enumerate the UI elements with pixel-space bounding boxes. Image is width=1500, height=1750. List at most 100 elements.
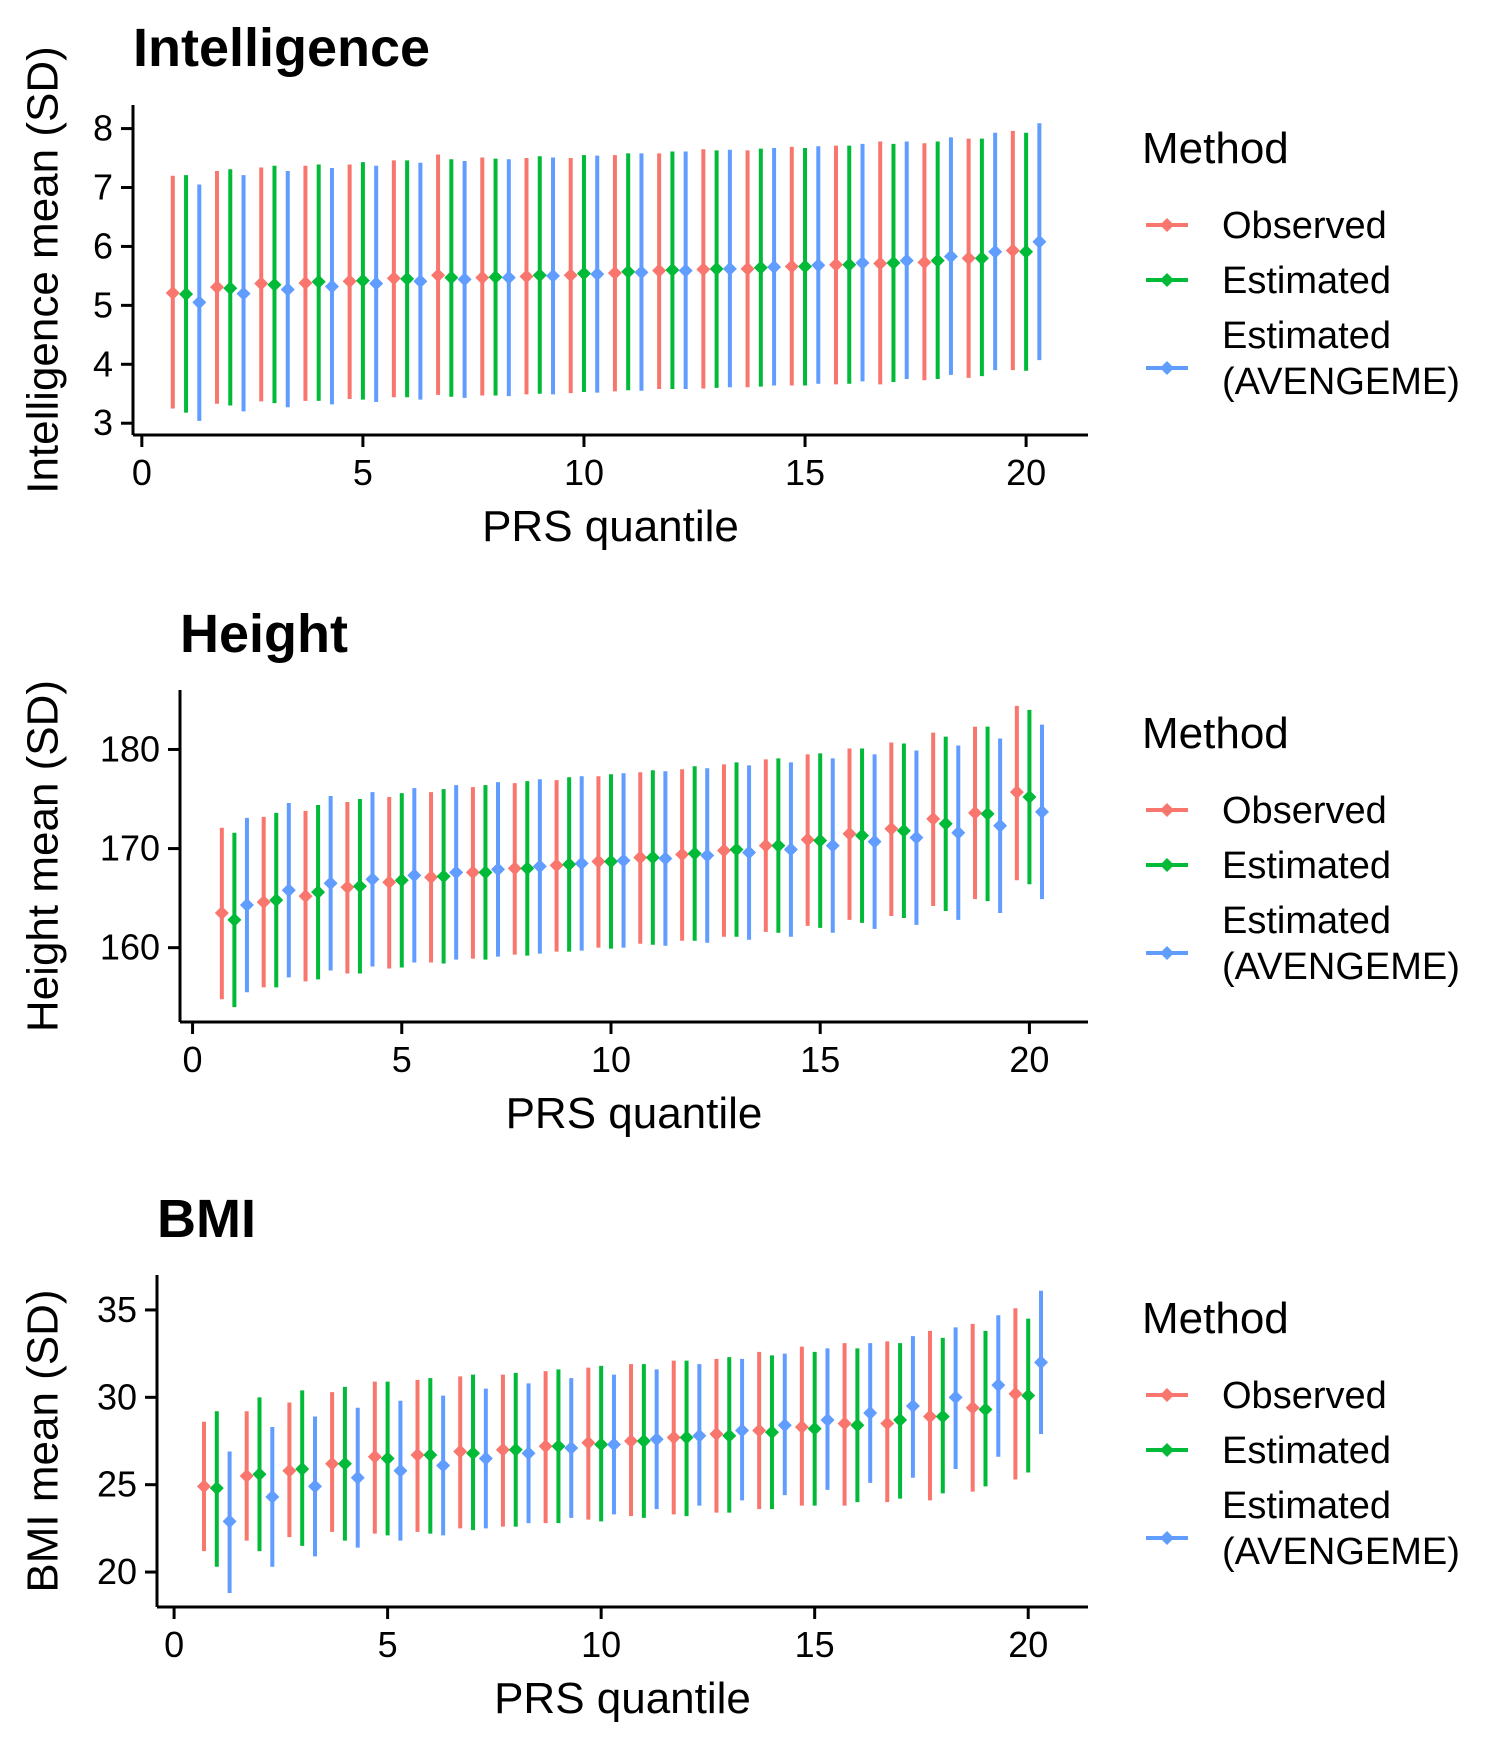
legend-label-avengeme: Estimated — [1222, 1485, 1391, 1527]
point — [961, 251, 976, 266]
point — [227, 912, 242, 927]
point — [382, 875, 397, 890]
point — [532, 859, 547, 874]
point — [295, 1461, 310, 1476]
point — [652, 263, 667, 278]
legend-title: Method — [1142, 124, 1289, 173]
point — [978, 1402, 993, 1417]
legend-label-avengeme: (AVENGEME) — [1222, 361, 1460, 403]
y-tick-label: 20 — [97, 1551, 137, 1592]
point — [658, 851, 673, 866]
point — [325, 1456, 340, 1471]
x-axis-title: PRS quantile — [494, 1674, 751, 1723]
point — [880, 1416, 895, 1431]
point — [909, 830, 924, 845]
panel-height: Height 0 5 10 15 20 160 170 180 PRS quantile Heigh… — [19, 604, 1460, 1138]
point — [884, 821, 899, 836]
y-tick-label: 3 — [93, 402, 113, 443]
point — [649, 1432, 664, 1447]
point — [855, 255, 870, 270]
point — [252, 1467, 267, 1482]
series-observed — [196, 1308, 1023, 1552]
legend-key-marker — [1160, 273, 1174, 287]
point — [342, 274, 357, 289]
point — [893, 1413, 908, 1428]
legend-label-observed: Observed — [1222, 205, 1387, 247]
point — [491, 862, 506, 877]
x-tick-label: 0 — [132, 452, 152, 493]
point — [679, 1430, 694, 1445]
point — [563, 268, 578, 283]
point — [436, 869, 451, 884]
point — [538, 1439, 553, 1454]
point — [549, 858, 564, 873]
point — [350, 1470, 365, 1485]
point — [449, 865, 464, 880]
point — [551, 1439, 566, 1454]
y-tick-label: 160 — [100, 927, 160, 968]
point — [532, 268, 547, 283]
point — [752, 1423, 767, 1438]
point — [581, 1435, 596, 1450]
point — [239, 1468, 254, 1483]
y-tick-label: 7 — [93, 167, 113, 208]
legend-key-marker — [1160, 1388, 1174, 1402]
point — [665, 263, 680, 277]
point — [616, 853, 631, 868]
point — [935, 1409, 950, 1424]
point — [965, 1400, 980, 1415]
x-tick-label: 15 — [795, 1624, 835, 1665]
series-avengeme — [222, 1290, 1049, 1594]
point — [807, 1421, 822, 1436]
legend-key-marker — [1160, 1531, 1174, 1545]
point — [951, 825, 966, 840]
series-observed — [214, 705, 1024, 1000]
x-axis-title: PRS quantile — [506, 1089, 763, 1138]
point — [722, 261, 737, 276]
point — [223, 281, 238, 296]
point — [692, 1428, 707, 1443]
point — [980, 806, 995, 821]
panel-title: Height — [180, 604, 348, 664]
point — [311, 885, 326, 900]
point — [436, 1458, 451, 1473]
point — [239, 898, 254, 913]
legend-label-avengeme: Estimated — [1222, 900, 1391, 942]
point — [192, 295, 207, 310]
point — [410, 1447, 425, 1462]
point — [407, 868, 422, 883]
point — [740, 261, 755, 276]
point — [444, 270, 459, 285]
point — [636, 1434, 651, 1448]
point — [394, 873, 409, 888]
point — [280, 282, 295, 297]
point — [179, 287, 194, 302]
point — [938, 816, 953, 831]
point — [546, 268, 561, 283]
point — [393, 1463, 408, 1478]
legend-key-marker — [1160, 218, 1174, 232]
panel-intelligence: Intelligence 0 5 10 15 20 3 4 5 6 7 8 PRS quantile In… — [19, 18, 1460, 551]
point — [590, 267, 605, 282]
point — [722, 1428, 737, 1443]
point — [905, 1399, 920, 1414]
legend-label-avengeme: Estimated — [1222, 315, 1391, 357]
legend-label-avengeme: (AVENGEME) — [1222, 946, 1460, 988]
point — [709, 261, 724, 276]
point — [820, 1413, 835, 1428]
point — [355, 273, 370, 288]
y-axis-title: Height mean (SD) — [19, 680, 68, 1032]
point — [576, 266, 591, 281]
point — [855, 828, 870, 843]
point — [767, 260, 782, 275]
point — [1009, 785, 1024, 800]
point — [988, 244, 1003, 259]
point — [758, 838, 773, 853]
point — [993, 818, 1008, 833]
series-avengeme — [239, 724, 1049, 993]
legend-label-avengeme: (AVENGEME) — [1222, 1531, 1460, 1573]
series-observed — [165, 130, 1020, 409]
point — [922, 1409, 937, 1424]
point — [488, 270, 503, 285]
point — [794, 1420, 809, 1435]
